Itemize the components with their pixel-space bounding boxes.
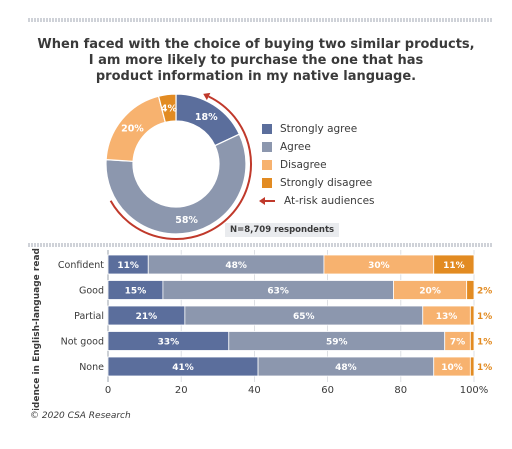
donut-label-agree: 58% [175,215,198,226]
donut-label-strongly-agree: 18% [195,112,218,123]
legend: Strongly agree Agree Disagree Strongly d… [259,120,375,210]
section-divider [28,243,492,247]
category-label: Not good [61,337,104,348]
category-label: Confident [58,260,104,271]
bar-value-label: 33% [158,338,180,348]
x-tick-label: 80 [394,385,407,396]
bar-segment-strongly-disagree [469,305,475,326]
legend-swatch-strongly-agree [262,124,272,134]
title-line-3: product information in my native languag… [95,69,417,84]
stacked-bar-chart: 0 20 40 60 80 100% Confidence in English-langu… [32,248,492,410]
legend-label-agree: Agree [280,141,311,153]
legend-label-strongly-agree: Strongly agree [280,123,358,135]
x-tick-label: 0 [105,385,111,396]
legend-item-strongly-disagree: Strongly disagree [262,174,375,192]
red-arrow-icon [259,197,275,205]
title-line-2: I am more likely to purchase the one tha… [88,53,424,68]
legend-item-agree: Agree [262,138,375,156]
x-tick-label: 40 [248,385,261,396]
donut-label-disagree: 20% [121,123,144,134]
bar-segment-strongly-disagree [469,331,475,351]
title-line-1: When faced with the choice of buying two… [37,37,475,52]
copyright-credit: © 2020 CSA Research [30,411,131,421]
legend-item-strongly-agree: Strongly agree [262,120,375,138]
bar-value-label: 7% [450,338,465,348]
chart-title: When faced with the choice of buying two… [20,37,492,85]
bar-value-label: 65% [293,312,315,322]
category-label: None [79,362,104,373]
category-label: Partial [74,311,104,322]
bar-value-label: 21% [136,312,158,322]
bar-value-label: 1% [477,312,492,322]
at-risk-arc [109,95,252,240]
legend-swatch-disagree [262,160,272,170]
legend-swatch-agree [262,142,272,152]
bar-value-label: 48% [225,261,247,271]
bar-value-label: 2% [477,287,492,297]
donut-label-strongly-disagree: 4% [161,103,178,114]
y-axis-title: Confidence in English-language reading a… [32,248,42,410]
bar-value-label: 1% [477,338,492,348]
legend-label-at-risk: At-risk audiences [284,195,375,207]
bar-value-label: 30% [368,261,390,271]
bar-value-label: 15% [125,287,147,297]
x-tick-label: 60 [321,385,334,396]
legend-label-strongly-disagree: Strongly disagree [280,177,373,189]
donut-chart: 18% 58% 20% 4% [105,92,252,240]
bar-segment-strongly-disagree [469,356,475,377]
legend-item-at-risk: At-risk audiences [259,192,375,210]
legend-swatch-strongly-disagree [262,178,272,188]
bar-value-label: 41% [172,363,194,373]
x-tick-label: 100% [460,385,489,396]
donut-slice-agree [105,133,247,235]
bar-value-label: 10% [441,363,463,373]
bar-segment-strongly-disagree [433,254,475,275]
x-tick-label: 20 [175,385,188,396]
legend-label-disagree: Disagree [280,159,327,171]
bar-segment-strongly-disagree [466,280,475,300]
respondents-badge: N=8,709 respondents [225,223,340,237]
bar-value-label: 11% [117,261,139,271]
bar-value-label: 63% [267,287,289,297]
bar-value-label: 59% [326,338,348,348]
bar-value-label: 11% [443,261,465,271]
bar-value-label: 48% [335,363,357,373]
at-risk-arrowhead [203,92,211,101]
top-divider [28,18,492,22]
bar-value-label: 13% [436,312,458,322]
category-label: Good [79,286,104,297]
legend-item-disagree: Disagree [262,156,375,174]
donut-slice-strongly-disagree [157,93,177,124]
bar-value-label: 1% [477,363,492,373]
bar-value-label: 20% [419,287,441,297]
